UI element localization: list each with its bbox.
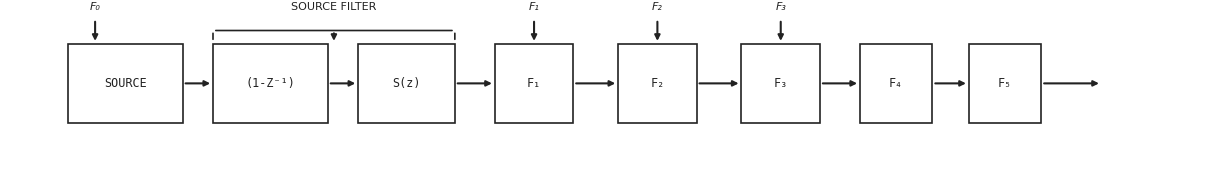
Text: F₃: F₃ <box>776 2 787 12</box>
Text: F₄: F₄ <box>890 77 903 90</box>
Text: (1-Z⁻¹): (1-Z⁻¹) <box>246 77 296 90</box>
FancyBboxPatch shape <box>618 44 697 123</box>
Text: SOURCE FILTER: SOURCE FILTER <box>291 2 377 12</box>
Text: F₁: F₁ <box>528 2 539 12</box>
Text: S(z): S(z) <box>393 77 421 90</box>
Text: F₅: F₅ <box>997 77 1012 90</box>
FancyBboxPatch shape <box>861 44 932 123</box>
FancyBboxPatch shape <box>68 44 183 123</box>
Text: SOURCE: SOURCE <box>104 77 147 90</box>
FancyBboxPatch shape <box>358 44 454 123</box>
Text: F₀: F₀ <box>90 2 101 12</box>
FancyBboxPatch shape <box>213 44 328 123</box>
Text: F₁: F₁ <box>527 77 542 90</box>
FancyBboxPatch shape <box>494 44 573 123</box>
Text: F₂: F₂ <box>652 2 663 12</box>
Text: F₃: F₃ <box>773 77 788 90</box>
Text: F₂: F₂ <box>651 77 664 90</box>
FancyBboxPatch shape <box>968 44 1041 123</box>
FancyBboxPatch shape <box>742 44 821 123</box>
